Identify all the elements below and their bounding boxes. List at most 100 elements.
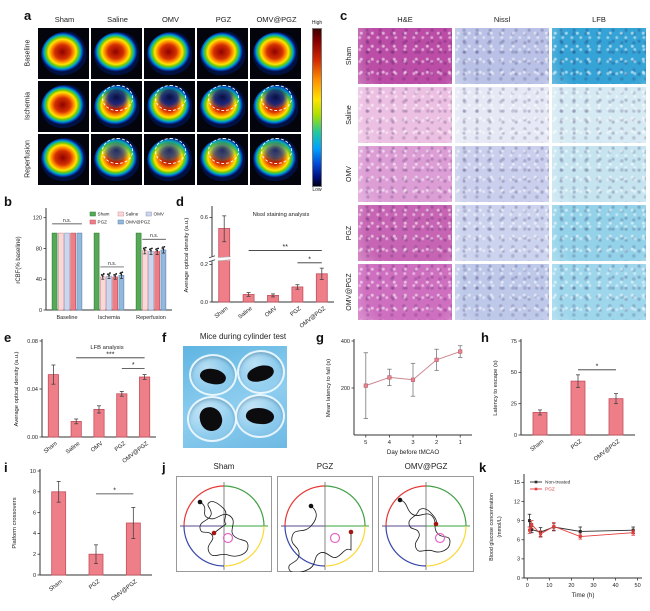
- svg-text:Blood glucose concentration: Blood glucose concentration: [489, 493, 495, 561]
- svg-text:1: 1: [459, 440, 462, 446]
- svg-text:10: 10: [30, 469, 36, 475]
- svg-text:120: 120: [33, 215, 42, 221]
- panel-k-label: k: [479, 460, 487, 475]
- svg-text:Latency to escape (s): Latency to escape (s): [493, 360, 499, 415]
- svg-text:400: 400: [341, 339, 350, 345]
- panel-a-row-label: Ischemia: [24, 92, 32, 121]
- svg-text:n.s.: n.s.: [63, 218, 71, 224]
- svg-text:80: 80: [36, 246, 42, 252]
- svg-text:2: 2: [33, 552, 36, 558]
- brain-image: [197, 134, 248, 185]
- panel-j-label: j: [162, 460, 166, 475]
- svg-text:10: 10: [546, 583, 552, 589]
- panel-c-row-label: PGZ: [346, 225, 353, 241]
- svg-text:OMV@PGZ: OMV@PGZ: [110, 579, 138, 603]
- svg-text:Reperfusion: Reperfusion: [136, 315, 166, 321]
- brain-image: [91, 28, 142, 79]
- svg-text:2: 2: [435, 440, 438, 446]
- svg-text:9: 9: [517, 518, 520, 524]
- histology-image: [358, 87, 452, 143]
- svg-text:Nissl staining analysis: Nissl staining analysis: [253, 212, 310, 218]
- svg-text:Average optical density (a.u.): Average optical density (a.u.): [184, 217, 190, 292]
- maze-title: Sham: [213, 462, 235, 471]
- svg-text:PGZ: PGZ: [290, 306, 303, 318]
- brain-image: [144, 81, 195, 132]
- panel-a-row-label: Baseline: [24, 39, 32, 67]
- panel-c-col-header: LFB: [592, 15, 606, 24]
- svg-text:0.2: 0.2: [200, 262, 208, 268]
- svg-text:rCBF(% baseline): rCBF(% baseline): [16, 236, 22, 283]
- brain-image: [250, 28, 301, 79]
- mouse: [198, 366, 228, 387]
- svg-text:PGZ: PGZ: [570, 439, 583, 451]
- svg-text:4: 4: [33, 531, 36, 537]
- svg-text:n.s.: n.s.: [108, 261, 116, 267]
- brain-image: [144, 28, 195, 79]
- svg-text:30: 30: [590, 583, 596, 589]
- glass-cylinder: [189, 354, 237, 396]
- panel-i-label: i: [4, 460, 8, 475]
- deficit-outline: [261, 138, 292, 164]
- glass-cylinder: [237, 350, 285, 394]
- maze-track-plot: [277, 476, 373, 574]
- platform-marker: [434, 532, 446, 544]
- svg-text:Sham: Sham: [214, 306, 230, 320]
- svg-text:0.0: 0.0: [200, 300, 208, 306]
- svg-text:0.6: 0.6: [200, 215, 208, 221]
- start-marker: [397, 497, 403, 503]
- panel-g-chart: 200 400 Mean latency to fall (s) 5 4 3 2 1 Day b…: [326, 339, 472, 456]
- svg-text:**: **: [282, 244, 288, 251]
- svg-text:PGZ: PGZ: [545, 487, 555, 493]
- panel-a-col-header: PGZ: [215, 15, 232, 24]
- panel-e-chart: 0.00 0.04 0.08 Average optical density (a.u…: [14, 339, 156, 465]
- maze-title: OMV@PGZ: [404, 462, 448, 471]
- svg-text:0: 0: [517, 576, 520, 582]
- histology-image: [358, 28, 452, 84]
- brain-blob: [197, 29, 248, 78]
- brain-image: [250, 81, 301, 132]
- brain-image: [38, 81, 89, 132]
- brain-image: [197, 28, 248, 79]
- brain-blob: [38, 28, 89, 79]
- histology-image: [358, 264, 452, 320]
- svg-text:15: 15: [514, 480, 520, 486]
- brain-image: [38, 28, 89, 79]
- svg-text:OMV@PGZ: OMV@PGZ: [299, 306, 327, 330]
- maze-title: PGZ: [316, 462, 334, 471]
- glass-cylinder: [235, 394, 285, 438]
- svg-text:75: 75: [511, 339, 517, 345]
- panel-k-chart: 0 3 6 9 12 15 0 10 20 30 40 50 Blood glucose concent…: [489, 474, 642, 599]
- maze-svg: [378, 476, 474, 572]
- panel-a-col-header: Sham: [54, 15, 75, 24]
- panel-c-col-header: H&E: [397, 15, 413, 24]
- panel-c-row-label: OMV@PGZ: [346, 273, 353, 311]
- panel-g-label: g: [316, 330, 324, 345]
- maze-track-plot: [176, 476, 272, 572]
- panel-e-label: e: [4, 330, 12, 345]
- svg-text:LFB analysis: LFB analysis: [90, 345, 123, 351]
- svg-text:*: *: [113, 487, 116, 494]
- brain-image: [38, 134, 89, 185]
- panel-h-chart: 0 25 50 75 Latency to escape (s) Sham PGZ OMV@P…: [493, 339, 635, 463]
- svg-text:5: 5: [364, 440, 367, 446]
- svg-text:*: *: [596, 363, 599, 370]
- panel-c-row-label: OMV: [346, 166, 353, 182]
- svg-text:Sham: Sham: [98, 212, 110, 217]
- deficit-outline: [208, 138, 239, 164]
- svg-text:3: 3: [517, 557, 520, 563]
- panel-c-col-header: Nissl: [493, 15, 511, 24]
- histology-image: [552, 146, 646, 202]
- svg-text:Time (h): Time (h): [572, 592, 595, 599]
- histology-image: [358, 205, 452, 261]
- svg-text:Platform crossovers: Platform crossovers: [12, 497, 18, 548]
- platform-marker: [222, 532, 234, 544]
- deficit-outline: [208, 85, 239, 111]
- svg-text:3: 3: [411, 440, 414, 446]
- mouse: [245, 406, 275, 426]
- panel-a-col-header: OMV: [161, 15, 180, 24]
- svg-text:OMV: OMV: [264, 306, 278, 319]
- svg-text:0: 0: [33, 573, 36, 579]
- histology-image: [552, 264, 646, 320]
- mouse: [198, 405, 224, 433]
